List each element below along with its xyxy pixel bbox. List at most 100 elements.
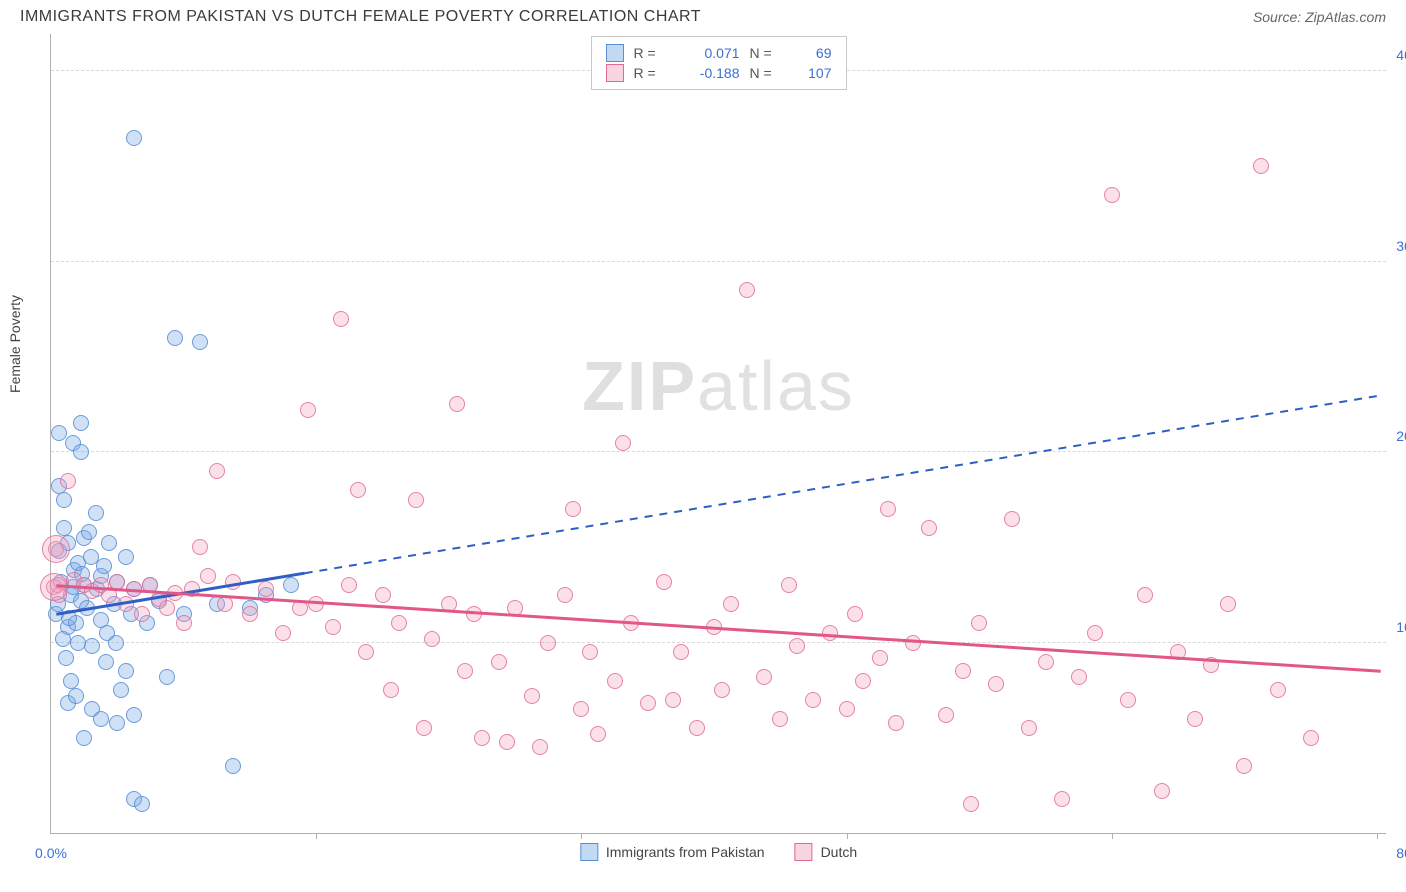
data-point bbox=[159, 669, 175, 685]
data-point bbox=[905, 635, 921, 651]
data-point bbox=[93, 711, 109, 727]
data-point bbox=[689, 720, 705, 736]
x-max-label: 80.0% bbox=[1396, 845, 1406, 861]
data-point bbox=[955, 663, 971, 679]
n-label: N = bbox=[750, 43, 786, 63]
data-point bbox=[61, 610, 77, 626]
chart-area: Female Poverty R = 0.071 N = 69 R = -0.1… bbox=[50, 34, 1386, 834]
data-point bbox=[1303, 730, 1319, 746]
data-point bbox=[466, 606, 482, 622]
data-point bbox=[126, 707, 142, 723]
data-point bbox=[607, 673, 623, 689]
data-point bbox=[623, 615, 639, 631]
r-value-pakistan: 0.071 bbox=[684, 43, 740, 63]
data-point bbox=[118, 663, 134, 679]
data-point bbox=[217, 596, 233, 612]
data-point bbox=[76, 730, 92, 746]
correlation-legend: R = 0.071 N = 69 R = -0.188 N = 107 bbox=[591, 36, 847, 90]
data-point bbox=[938, 707, 954, 723]
y-axis-title: Female Poverty bbox=[7, 294, 23, 392]
data-point bbox=[167, 585, 183, 601]
data-point bbox=[118, 549, 134, 565]
chart-title: IMMIGRANTS FROM PAKISTAN VS DUTCH FEMALE… bbox=[20, 8, 701, 26]
data-point bbox=[176, 615, 192, 631]
data-point-large bbox=[42, 535, 70, 563]
data-point bbox=[134, 606, 150, 622]
r-label: R = bbox=[634, 43, 674, 63]
gridline bbox=[51, 261, 1386, 262]
data-point bbox=[474, 730, 490, 746]
gridline bbox=[51, 642, 1386, 643]
trend-lines bbox=[51, 34, 1386, 833]
data-point bbox=[96, 558, 112, 574]
n-value-dutch: 107 bbox=[796, 63, 832, 83]
x-tick bbox=[1377, 833, 1378, 839]
data-point bbox=[1170, 644, 1186, 660]
data-point bbox=[1253, 158, 1269, 174]
x-tick bbox=[1112, 833, 1113, 839]
data-point bbox=[781, 577, 797, 593]
data-point bbox=[499, 734, 515, 750]
data-point bbox=[822, 625, 838, 641]
data-point bbox=[300, 402, 316, 418]
data-point bbox=[988, 676, 1004, 692]
data-point bbox=[283, 577, 299, 593]
x-tick bbox=[316, 833, 317, 839]
legend-label: Dutch bbox=[821, 844, 858, 860]
data-point bbox=[192, 334, 208, 350]
legend-label: Immigrants from Pakistan bbox=[606, 844, 765, 860]
data-point bbox=[582, 644, 598, 660]
data-point bbox=[1187, 711, 1203, 727]
data-point bbox=[1203, 657, 1219, 673]
data-point bbox=[714, 682, 730, 698]
data-point bbox=[756, 669, 772, 685]
data-point bbox=[1054, 791, 1070, 807]
swatch-pink-icon bbox=[606, 64, 624, 82]
data-point bbox=[258, 581, 274, 597]
data-point bbox=[200, 568, 216, 584]
swatch-blue-icon bbox=[580, 843, 598, 861]
data-point bbox=[1004, 511, 1020, 527]
data-point bbox=[888, 715, 904, 731]
data-point bbox=[921, 520, 937, 536]
data-point bbox=[880, 501, 896, 517]
data-point bbox=[101, 535, 117, 551]
data-point bbox=[383, 682, 399, 698]
data-point bbox=[590, 726, 606, 742]
data-point bbox=[333, 311, 349, 327]
data-point bbox=[491, 654, 507, 670]
header: IMMIGRANTS FROM PAKISTAN VS DUTCH FEMALE… bbox=[0, 0, 1406, 30]
data-point bbox=[1071, 669, 1087, 685]
data-point bbox=[408, 492, 424, 508]
data-point bbox=[375, 587, 391, 603]
data-point bbox=[706, 619, 722, 635]
data-point bbox=[507, 600, 523, 616]
y-tick-label: 10.0% bbox=[1396, 619, 1406, 635]
data-point bbox=[113, 682, 129, 698]
data-point bbox=[772, 711, 788, 727]
data-point bbox=[565, 501, 581, 517]
data-point bbox=[108, 635, 124, 651]
data-point bbox=[805, 692, 821, 708]
y-tick-label: 30.0% bbox=[1396, 238, 1406, 254]
data-point bbox=[1104, 187, 1120, 203]
data-point bbox=[159, 600, 175, 616]
data-point bbox=[308, 596, 324, 612]
data-point bbox=[73, 415, 89, 431]
data-point-large bbox=[40, 573, 68, 601]
swatch-blue-icon bbox=[606, 44, 624, 62]
watermark: ZIPatlas bbox=[582, 346, 855, 426]
legend-item-pakistan: Immigrants from Pakistan bbox=[580, 843, 765, 861]
data-point bbox=[441, 596, 457, 612]
data-point bbox=[839, 701, 855, 717]
data-point bbox=[341, 577, 357, 593]
n-value-pakistan: 69 bbox=[796, 43, 832, 63]
data-point bbox=[1154, 783, 1170, 799]
data-point bbox=[1137, 587, 1153, 603]
data-point bbox=[84, 638, 100, 654]
data-point bbox=[134, 796, 150, 812]
data-point bbox=[457, 663, 473, 679]
data-point bbox=[109, 715, 125, 731]
data-point bbox=[789, 638, 805, 654]
data-point bbox=[855, 673, 871, 689]
